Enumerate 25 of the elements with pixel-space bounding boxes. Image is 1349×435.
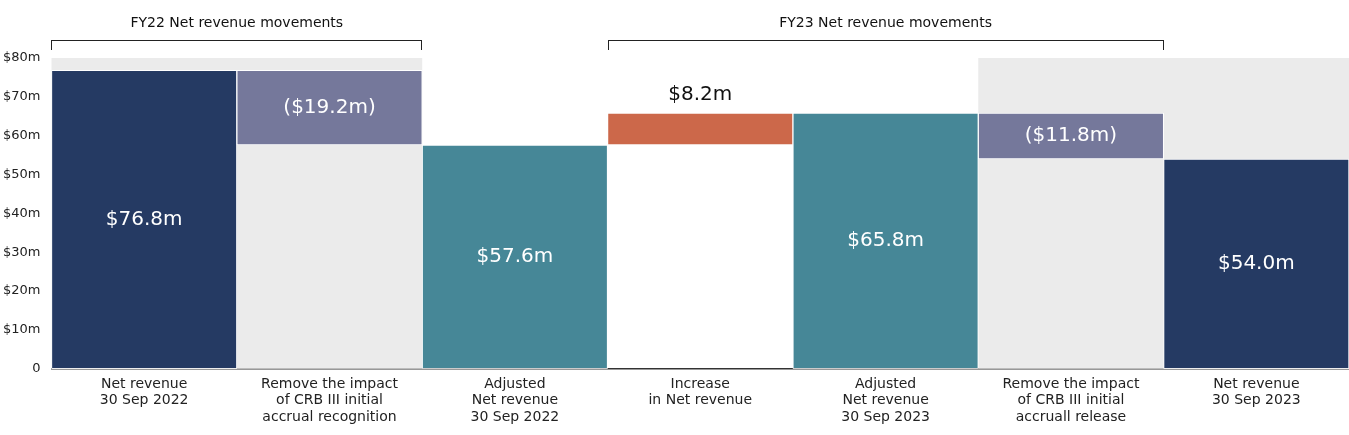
x-tick-label: Net revenue 30 Sep 2022: [99, 375, 189, 408]
x-tick-label: Net revenue 30 Sep 2023: [1211, 375, 1301, 408]
y-tick-label: 0: [32, 360, 41, 376]
y-tick-label: $30m: [2, 243, 41, 259]
data-label: $65.8m: [847, 227, 924, 252]
text: FY23 Net revenue movements: [779, 14, 992, 30]
data-label: $8.2m: [668, 81, 733, 106]
data-label: ($11.8m): [1024, 122, 1118, 147]
x-tick-label: Increase in Net revenue: [648, 375, 753, 408]
y-tick-label: $40m: [2, 204, 41, 220]
data-label: $57.6m: [476, 243, 554, 268]
y-tick-label: $80m: [2, 49, 41, 65]
data-label: $54.0m: [1217, 250, 1295, 275]
x-tick-label: Adjusted Net revenue 30 Sep 2022: [470, 375, 560, 424]
y-tick-label: $60m: [2, 127, 41, 143]
data-label: ($19.2m): [283, 93, 376, 118]
y-tick-label: $20m: [2, 282, 41, 298]
y-tick-label: $70m: [2, 88, 41, 104]
x-tick-label: Remove the impact of CRB III initial accruall release: [1002, 375, 1140, 424]
y-tick-label: $10m: [2, 321, 41, 337]
x-tick-label: Remove the impact of CRB III initial accrual recognition: [261, 375, 399, 424]
y-tick-label: $50m: [2, 165, 41, 181]
data-label: $76.8m: [105, 205, 183, 230]
x-tick-label: Adjusted Net revenue 30 Sep 2023: [841, 375, 930, 424]
text: FY22 Net revenue movements: [130, 14, 344, 30]
